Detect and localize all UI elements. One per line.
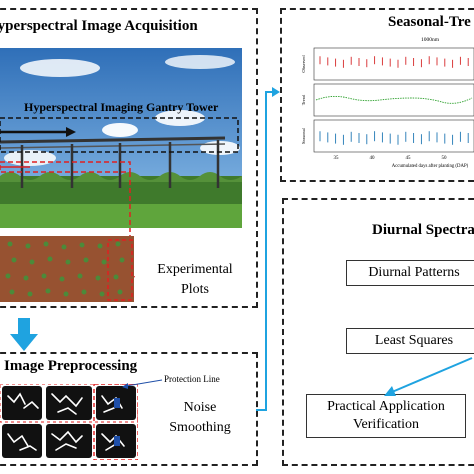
preprocessing-image (0, 384, 138, 460)
seasonal-panel (280, 8, 474, 182)
diurnal-title: Diurnal Spectra (372, 222, 474, 238)
row-label-trend: Trend (301, 94, 306, 105)
seasonal-chart-title: 1000nm (421, 37, 440, 43)
seasonal-title: Seasonal-Tre (388, 14, 471, 30)
observed-axes (313, 47, 474, 81)
gantry-caption: Hyperspectral Imaging Gantry Tower (24, 100, 219, 114)
acquisition-panel (0, 8, 258, 308)
seasonal-axes (313, 119, 474, 153)
x-tick-45: 45 (406, 156, 412, 161)
protection-line-pointer (122, 379, 163, 389)
verification-box: Practical Application Verification (306, 394, 466, 438)
diurnal-panel (282, 198, 474, 466)
trend-line (315, 95, 473, 104)
x-tick-35: 35 (334, 156, 340, 161)
diurnal-patterns-box: Diurnal Patterns (346, 260, 474, 286)
connector-to-seasonal (256, 87, 280, 411)
seasonal-xlabel: Accumulated days after planting (DAP) (392, 164, 469, 169)
down-arrow (10, 318, 38, 351)
x-tick-50: 50 (442, 156, 448, 161)
gantry-photo (0, 48, 242, 228)
row-label-observed: Observed (301, 55, 306, 73)
acquisition-title: Hyperspectral Image Acquisition (0, 18, 198, 34)
least-squares-box: Least Squares (346, 328, 474, 354)
protection-line-label: Protection Line (164, 374, 220, 384)
noise-smoothing-label: Noise Smoothing (169, 400, 231, 435)
experimental-plots-image (0, 236, 134, 302)
preprocessing-title: Image Preprocessing (4, 358, 138, 374)
trend-axes (313, 83, 474, 117)
experimental-plots-label: Experimental Plots (157, 262, 233, 297)
x-tick-40: 40 (370, 156, 376, 161)
verification-arrow (384, 357, 473, 396)
row-label-seasonal: Seasonal (301, 127, 306, 144)
seasonal-chart: 1000nm Observed Trend Seasonal 35 40 45 … (301, 37, 474, 169)
